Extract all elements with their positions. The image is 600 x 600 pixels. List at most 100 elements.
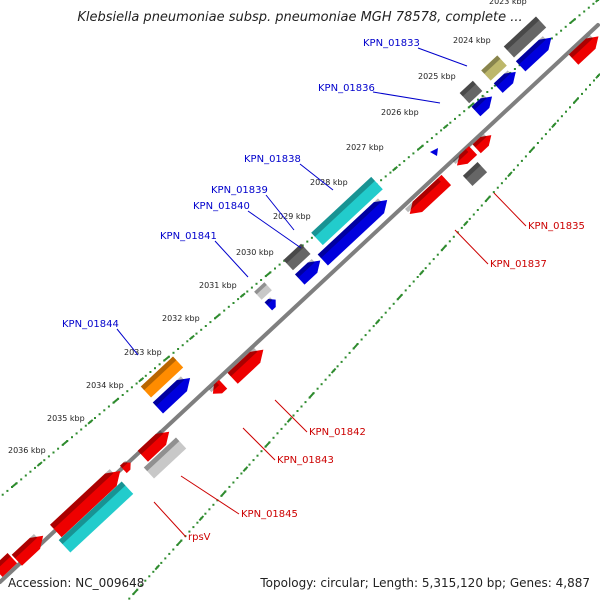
track-dot <box>480 204 483 207</box>
track-tick <box>138 377 145 383</box>
gene-label-KPN_01842[interactable]: KPN_01842 <box>309 427 366 438</box>
gene-KPN_01844-box[interactable] <box>140 356 184 398</box>
gene-olive-box[interactable] <box>481 55 507 81</box>
gene-label-KPN_01838[interactable]: KPN_01838 <box>244 154 301 165</box>
gene-KPN_01841-arrow[interactable] <box>264 296 280 311</box>
feature-shape <box>283 243 311 271</box>
track-dot <box>520 159 523 162</box>
gene-label-KPN_01841[interactable]: KPN_01841 <box>160 231 217 242</box>
track-dot <box>232 302 235 304</box>
feature-shade <box>137 430 164 455</box>
feature-shape <box>212 379 228 394</box>
gene-KPN_01840-arrow[interactable] <box>294 255 325 285</box>
track-dot <box>223 309 226 312</box>
gene-KPN_01835-box[interactable] <box>462 162 488 186</box>
track-dot <box>426 140 429 143</box>
gene-small-arrow[interactable] <box>119 459 134 474</box>
feature-shade <box>0 553 11 571</box>
track-dot <box>237 298 240 301</box>
track-dot <box>592 2 595 5</box>
gene-label-rpsV[interactable]: rpsV <box>188 532 211 543</box>
track-dot <box>240 472 243 475</box>
gene-forward-arrow[interactable] <box>493 67 520 93</box>
track-dot <box>84 424 87 427</box>
feature-shape <box>50 471 121 538</box>
leader-line-KPN_01841 <box>214 240 249 278</box>
feature-shape <box>152 378 191 414</box>
gene-right-edge-arrow[interactable] <box>568 31 600 65</box>
gene-label-KPN_01835[interactable]: KPN_01835 <box>528 221 585 232</box>
track-tick <box>551 122 557 129</box>
track-dot <box>154 367 156 370</box>
track-dot <box>448 240 451 243</box>
gene-KPN_01833-arrow[interactable] <box>515 33 556 72</box>
track-dot <box>435 133 438 136</box>
track-dot <box>172 548 175 551</box>
track-tick <box>569 18 576 24</box>
kbp-label: 2034 kbp <box>86 381 124 390</box>
gene-KPN_01844-arrow[interactable] <box>152 373 195 414</box>
track-dot <box>404 289 407 292</box>
track-dot <box>449 121 452 124</box>
gene-label-KPN_01844[interactable]: KPN_01844 <box>62 319 119 330</box>
track-dot <box>524 155 527 158</box>
gene-KPN_01839-box[interactable] <box>283 243 311 271</box>
track-dot <box>424 267 427 270</box>
gene-edge-arrow-lower[interactable] <box>11 530 49 566</box>
gene-label-KPN_01833[interactable]: KPN_01833 <box>363 38 420 49</box>
track-dot <box>200 328 203 331</box>
track-tick <box>441 245 447 251</box>
gene-KPN_01843-arrow[interactable] <box>208 379 228 398</box>
kbp-label: 2024 kbp <box>453 36 491 45</box>
gene-label-KPN_01845[interactable]: KPN_01845 <box>241 509 298 520</box>
page-title: Klebsiella pneumoniae subsp. pneumoniae … <box>77 10 523 25</box>
track-dot <box>144 579 147 582</box>
track-dot <box>181 344 184 347</box>
kbp-label: 2026 kbp <box>381 108 419 117</box>
gene-rpsV-arrow[interactable] <box>50 465 126 538</box>
feature-shade <box>481 55 501 74</box>
gene-KPN_01838-arrow[interactable] <box>317 195 393 266</box>
gene-label-KPN_01840[interactable]: KPN_01840 <box>193 201 250 212</box>
feature-shade <box>50 469 114 529</box>
gene-label-KPN_01839[interactable]: KPN_01839 <box>211 185 268 196</box>
gene-KPN_01838-box[interactable] <box>311 176 383 246</box>
feature-shade <box>264 297 273 306</box>
gene-KPN_01835-arrow-lower[interactable] <box>452 146 478 170</box>
gene-edge-box-bottom[interactable] <box>0 553 18 577</box>
gene-KPN_01845-box[interactable] <box>143 437 187 479</box>
leader-line-KPN_01838 <box>299 163 334 191</box>
gene-KPN_01833-box[interactable] <box>503 16 547 58</box>
gene-label-KPN_01843[interactable]: KPN_01843 <box>277 455 334 466</box>
track-tick <box>463 220 469 227</box>
track-dot <box>128 597 131 600</box>
track-dot <box>432 258 435 261</box>
small-feature-marker[interactable] <box>430 148 438 156</box>
track-dot <box>380 179 383 182</box>
feature-shape <box>462 162 488 186</box>
track-dot <box>75 432 78 435</box>
track-dot <box>248 463 251 466</box>
gene-KPN_01845-arrow-upper[interactable] <box>137 426 175 462</box>
track-dot <box>548 128 551 131</box>
track-dot <box>236 477 239 479</box>
track-dot <box>121 394 124 396</box>
gene-rpsV-box[interactable] <box>58 481 134 553</box>
feature-shape <box>481 55 507 81</box>
gene-KPN_01836-box[interactable] <box>459 80 483 104</box>
gene-label-KPN_01836[interactable]: KPN_01836 <box>318 83 375 94</box>
track-tick <box>442 123 449 130</box>
gene-KPN_01841-box[interactable] <box>254 282 272 300</box>
gene-KPN_01836-arrow[interactable] <box>471 92 497 117</box>
track-dot <box>140 584 143 587</box>
gene-label-KPN_01837[interactable]: KPN_01837 <box>490 259 547 270</box>
feature-shape <box>119 462 131 474</box>
feature-shade <box>11 534 38 559</box>
gene-KPN_01842-arrow[interactable] <box>227 344 269 384</box>
track-dot <box>512 168 515 171</box>
gene-KPN_01837-arrow[interactable] <box>405 174 452 219</box>
track-dot <box>107 405 110 408</box>
track-dot <box>476 209 479 211</box>
track-dot <box>452 235 455 238</box>
gene-KPN_01835-arrow-upper[interactable] <box>472 131 496 154</box>
